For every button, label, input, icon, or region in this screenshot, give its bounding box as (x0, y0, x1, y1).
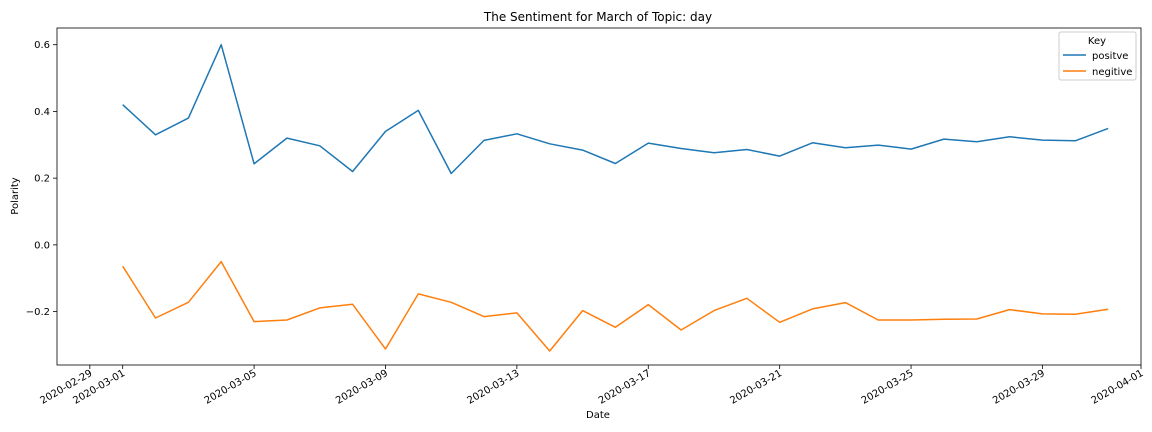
x-tick-label: 2020-03-29 (991, 368, 1047, 407)
legend-label-positve: positve (1092, 51, 1128, 62)
series-layer (122, 43, 1109, 352)
series-line-negitive (122, 260, 1109, 352)
x-tick-label: 2020-03-21 (728, 368, 784, 407)
x-tick-label: 2020-03-05 (203, 368, 259, 407)
x-tick-label: 2020-03-09 (334, 368, 390, 407)
y-tick-label: −0.2 (26, 307, 50, 318)
y-tick-label: 0.2 (34, 174, 50, 185)
legend: Key positve negitive (1058, 31, 1137, 81)
plot-area (56, 27, 1142, 366)
x-axis-label: Date (586, 410, 610, 421)
chart-title: The Sentiment for March of Topic: day (483, 10, 712, 24)
x-tick-label: 2020-03-25 (860, 368, 916, 407)
legend-label-negitive: negitive (1092, 67, 1132, 78)
x-tick-label: 2020-03-13 (466, 368, 522, 407)
legend-title: Key (1088, 36, 1106, 47)
y-tick-label: 0.0 (34, 240, 50, 251)
legend-box (1058, 31, 1137, 81)
y-tick-label: 0.4 (34, 107, 50, 118)
x-tick-label: 2020-04-01 (1090, 368, 1146, 407)
series-line-positve (122, 43, 1109, 175)
y-axis-label: Polarity (10, 177, 21, 215)
y-tick-label: 0.6 (34, 40, 50, 51)
y-axis: 0.6 0.4 0.2 0.0 −0.2 (26, 40, 57, 318)
x-tick-label: 2020-03-17 (597, 368, 653, 407)
